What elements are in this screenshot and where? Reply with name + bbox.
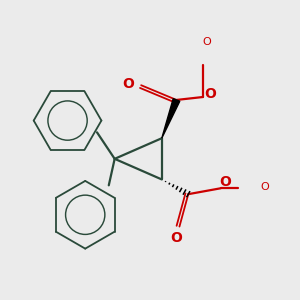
Text: O: O <box>122 77 134 91</box>
Text: O: O <box>171 231 182 245</box>
Text: O: O <box>204 87 216 101</box>
Polygon shape <box>162 99 180 138</box>
Text: O: O <box>202 37 211 46</box>
Text: O: O <box>219 176 231 189</box>
Text: O: O <box>260 182 269 192</box>
